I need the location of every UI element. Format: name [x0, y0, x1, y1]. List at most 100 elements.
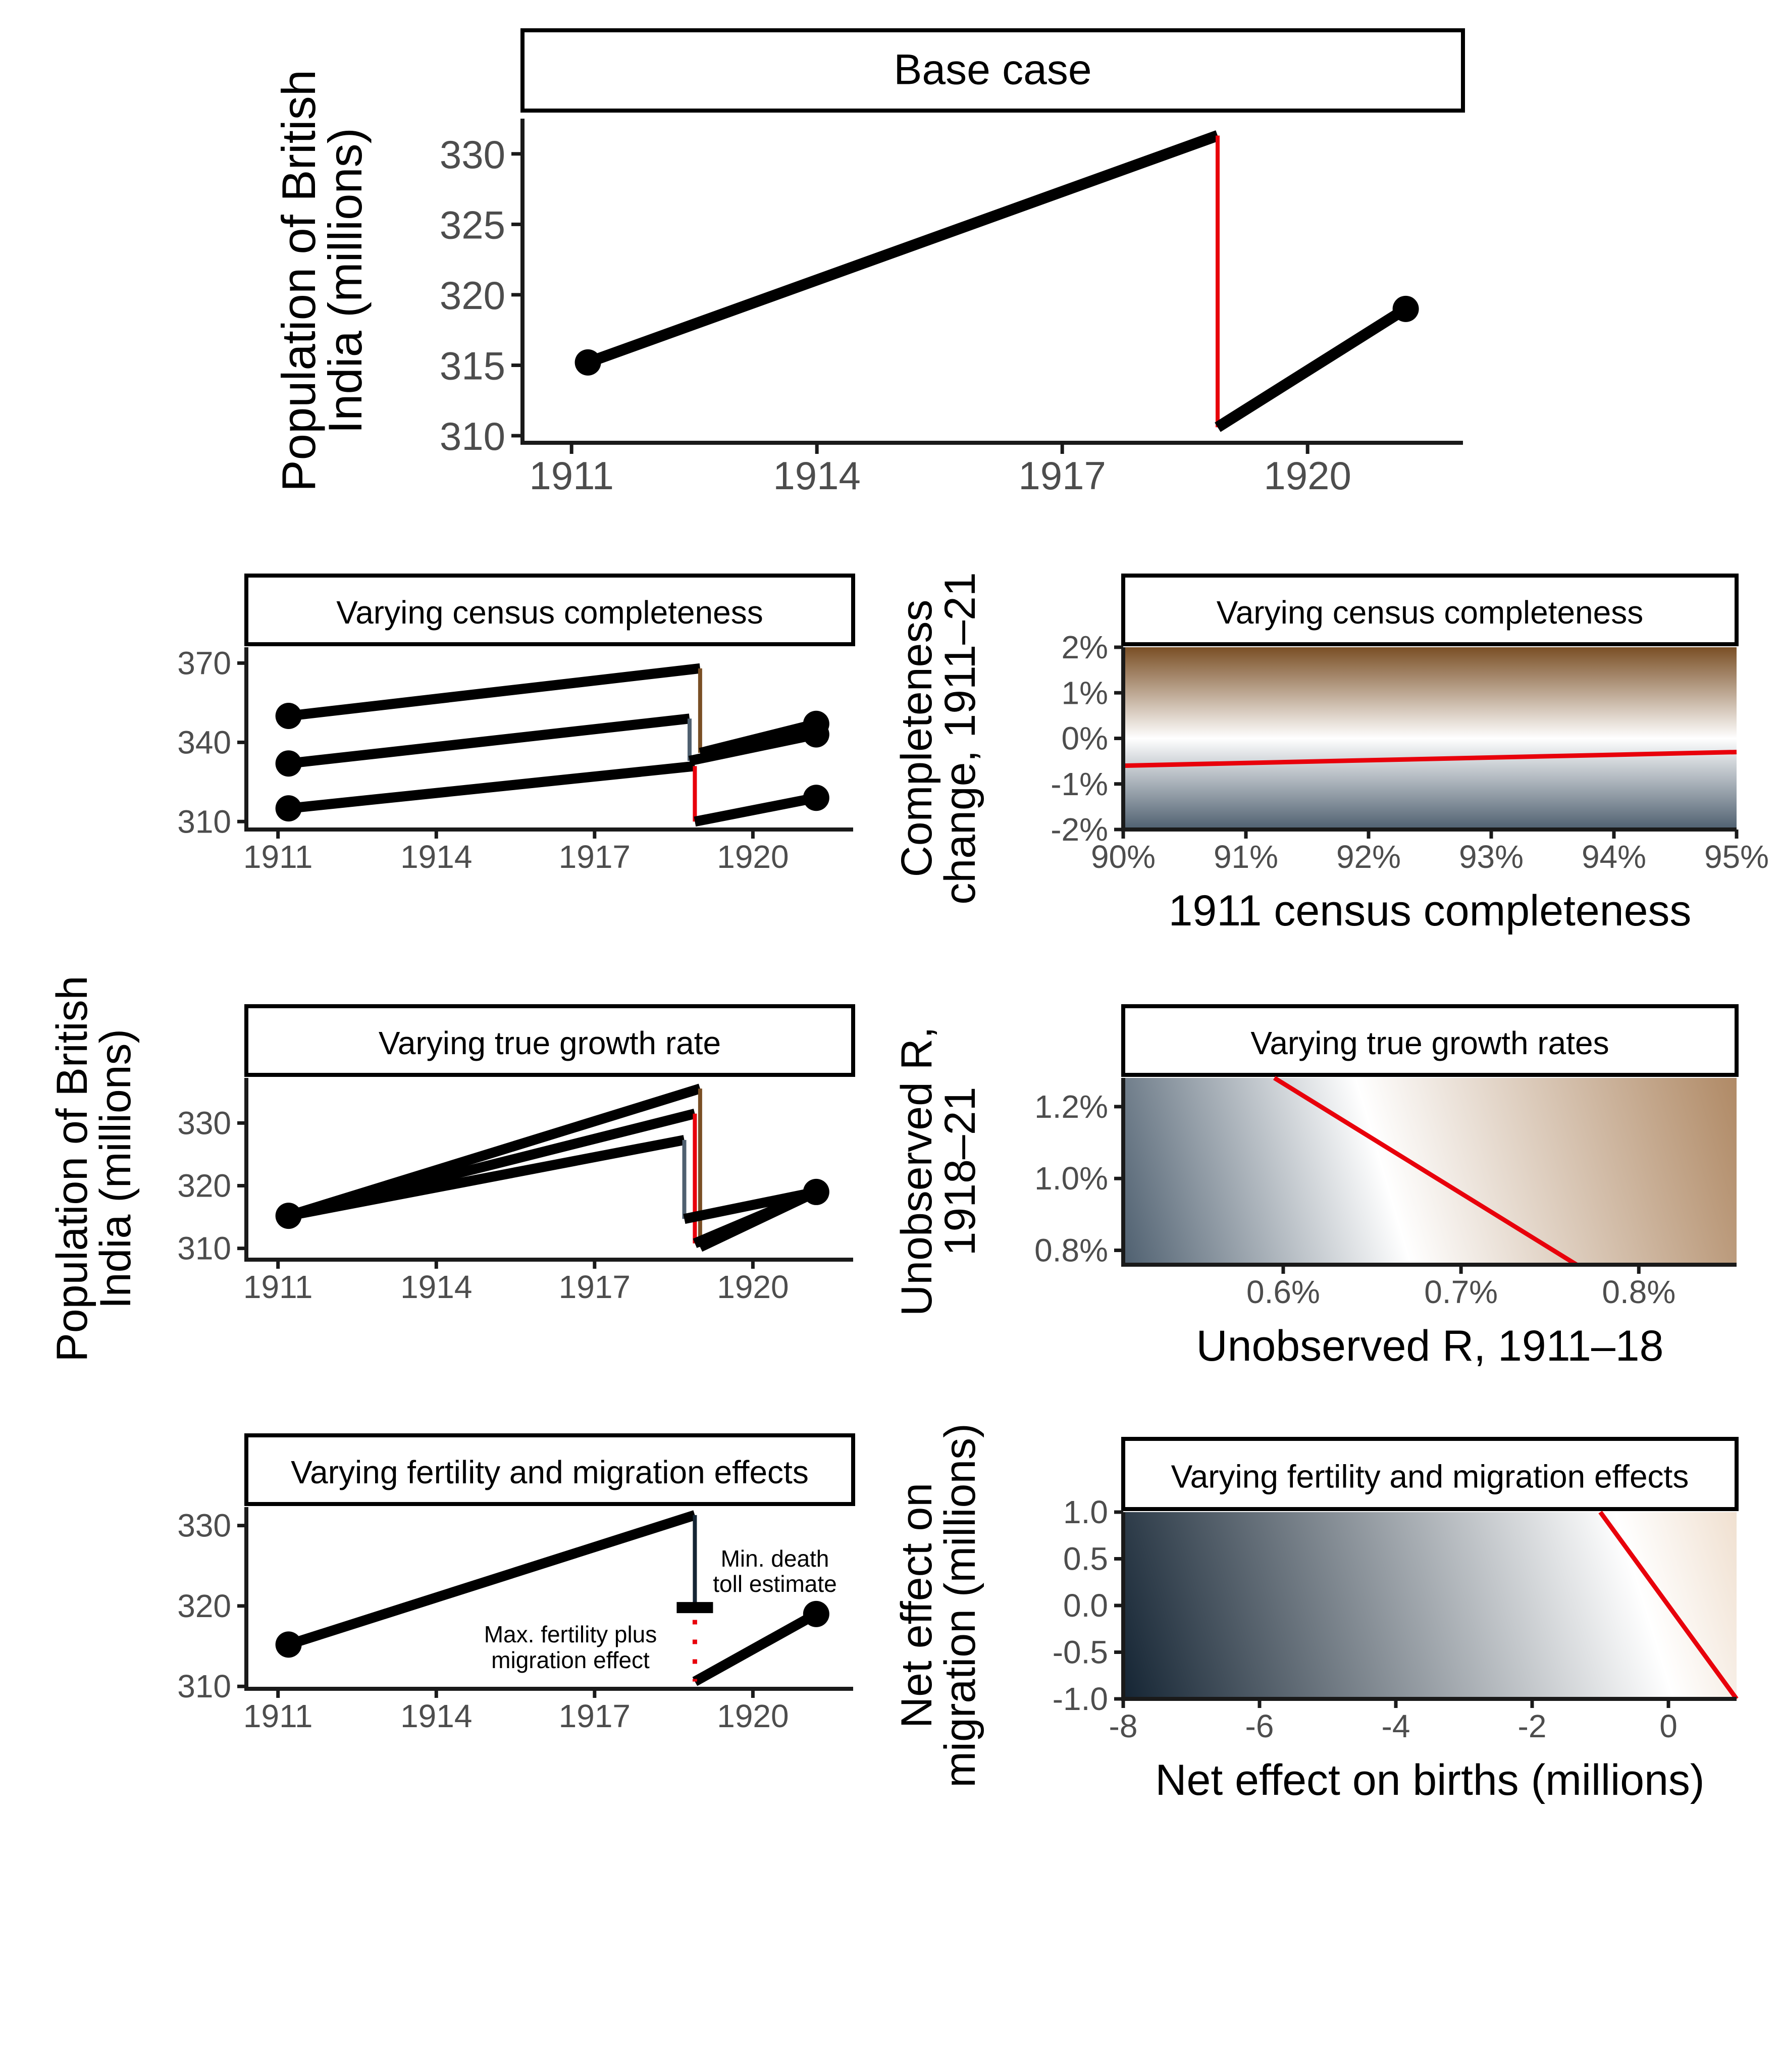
y-tick-label: 325: [440, 202, 505, 247]
x-tick-label: -2: [1518, 1708, 1547, 1744]
series-segment-growth: [699, 719, 818, 758]
y-tick-label: 0%: [1062, 720, 1109, 757]
strip-title: Base case: [894, 46, 1091, 93]
threshold-line: [1273, 1076, 1578, 1267]
data-point: [803, 1600, 829, 1627]
x-tick-label: 1911: [529, 453, 614, 498]
threshold-line: [1123, 750, 1737, 768]
x-tick-label: 0.6%: [1246, 1274, 1320, 1310]
y-tick-label: 1.0: [1063, 1494, 1108, 1530]
panel-heat_completeness: Varying census completeness 90% 91% 92% 93% 9…: [893, 572, 1769, 935]
x-tick-label: 1911: [243, 1269, 313, 1305]
strip-title: Varying census completeness: [336, 594, 763, 631]
y-axis-title-line: 1918–21: [936, 1087, 984, 1256]
series-segment-growth: [694, 793, 817, 827]
panel-growth: Varying true growth rate 1911 1914 1917 1920…: [177, 1004, 855, 1305]
strip-title: Varying true growth rates: [1250, 1025, 1609, 1061]
y-tick-label: 310: [177, 1230, 231, 1267]
x-tick-label: 0.7%: [1424, 1274, 1498, 1310]
y-tick-label: 1%: [1062, 675, 1109, 711]
x-tick-label: 1917: [559, 1269, 631, 1305]
x-tick-label: 1914: [773, 453, 861, 498]
y-tick-label: 330: [177, 1508, 231, 1544]
y-tick-label: 0.5: [1063, 1541, 1108, 1577]
annotation-min-death-2: toll estimate: [713, 1571, 836, 1597]
x-tick-label: 1920: [1264, 453, 1351, 498]
panel-heat_growth: Varying true growth rates 0.6% 0.7% 0.8% 0.8…: [893, 1004, 1739, 1370]
x-tick-label: 1917: [1018, 453, 1106, 498]
series-segment-growth: [1215, 304, 1409, 432]
y-tick-label: -0.5: [1053, 1634, 1108, 1671]
strip-title: Varying fertility and migration effects: [291, 1454, 809, 1490]
y-tick-label: -1.0: [1053, 1681, 1108, 1717]
x-tick-label: -6: [1245, 1708, 1274, 1744]
x-tick-label: 1914: [400, 839, 472, 875]
x-tick-label: 90%: [1091, 839, 1156, 875]
x-axis-title: Net effect on births (millions): [1155, 1756, 1704, 1804]
x-tick-label: 1917: [559, 839, 631, 875]
y-axis-title-line: change, 1911–21: [936, 572, 984, 904]
y-axis-title-line: Unobserved R,: [893, 1026, 941, 1316]
x-tick-label: -4: [1382, 1708, 1410, 1744]
y-tick-label: 0.8%: [1034, 1232, 1108, 1269]
strip-title: Varying fertility and migration effects: [1171, 1459, 1689, 1495]
series-segment-growth: [288, 663, 701, 721]
y-tick-label: 340: [177, 724, 231, 760]
strip-box: [520, 28, 1465, 113]
x-tick-label: 1914: [400, 1698, 472, 1734]
series-segment-growth: [288, 713, 691, 769]
x-tick-label: 92%: [1336, 839, 1401, 875]
panel-completeness: Varying census completeness 1911 1914 1917 1…: [177, 574, 855, 875]
y-tick-label: -1%: [1051, 766, 1108, 802]
strip-title: Varying census completeness: [1217, 594, 1643, 631]
series-segment-growth: [586, 130, 1220, 368]
strip-box: [1121, 1004, 1739, 1077]
y-tick-label: 310: [440, 414, 505, 458]
panel-heat_fertility: Varying fertility and migration effects -…: [893, 1423, 1739, 1804]
x-tick-label: 1920: [717, 1269, 789, 1305]
x-tick-label: 1911: [243, 839, 313, 875]
data-point: [275, 750, 302, 777]
x-tick-label: 1920: [717, 839, 789, 875]
strip-box: [244, 1004, 855, 1077]
x-tick-label: 0: [1659, 1708, 1678, 1744]
y-axis-title: Unobserved R,1918–21: [893, 1026, 984, 1316]
x-tick-label: 1920: [717, 1698, 789, 1734]
panel-fertility: Varying fertility and migration effects 1…: [177, 1433, 855, 1734]
y-tick-label: -2%: [1051, 811, 1108, 848]
data-point: [574, 349, 601, 376]
y-tick-label: 2%: [1062, 629, 1109, 665]
strip-box: [1121, 574, 1739, 646]
y-axis-title-line: migration (millions): [936, 1423, 984, 1788]
y-tick-label: 1.2%: [1034, 1089, 1108, 1125]
data-point: [1392, 295, 1419, 322]
threshold-line: [1598, 1511, 1739, 1700]
panel-base: Base case 1911 1914 1917 1920 310 315 320 325 330…: [272, 28, 1465, 498]
x-tick-label: 95%: [1704, 839, 1769, 875]
x-tick-label: 93%: [1459, 839, 1524, 875]
strip-box: [244, 1433, 855, 1506]
heatmap-fill: [1123, 1512, 1737, 1699]
series-segment-growth: [287, 1510, 697, 1649]
strip-box: [244, 574, 855, 646]
series-segment-growth: [287, 1135, 686, 1221]
strip-title: Varying true growth rate: [379, 1025, 721, 1061]
y-tick-label: 0.0: [1063, 1587, 1108, 1624]
y-axis-title-line: Population of British: [272, 70, 325, 492]
y-tick-label: 320: [440, 273, 505, 318]
data-point: [803, 785, 829, 811]
series-segment-growth: [288, 761, 696, 814]
x-tick-label: 91%: [1214, 839, 1278, 875]
series-segment-growth: [688, 729, 817, 766]
y-tick-label: 330: [177, 1105, 231, 1141]
y-tick-label: 320: [177, 1588, 231, 1624]
x-tick-label: 0.8%: [1602, 1274, 1675, 1310]
data-point: [803, 721, 829, 748]
y-axis-title-line: Net effect on: [893, 1483, 941, 1728]
x-tick-label: 94%: [1582, 839, 1646, 875]
y-tick-label: 310: [177, 803, 231, 840]
